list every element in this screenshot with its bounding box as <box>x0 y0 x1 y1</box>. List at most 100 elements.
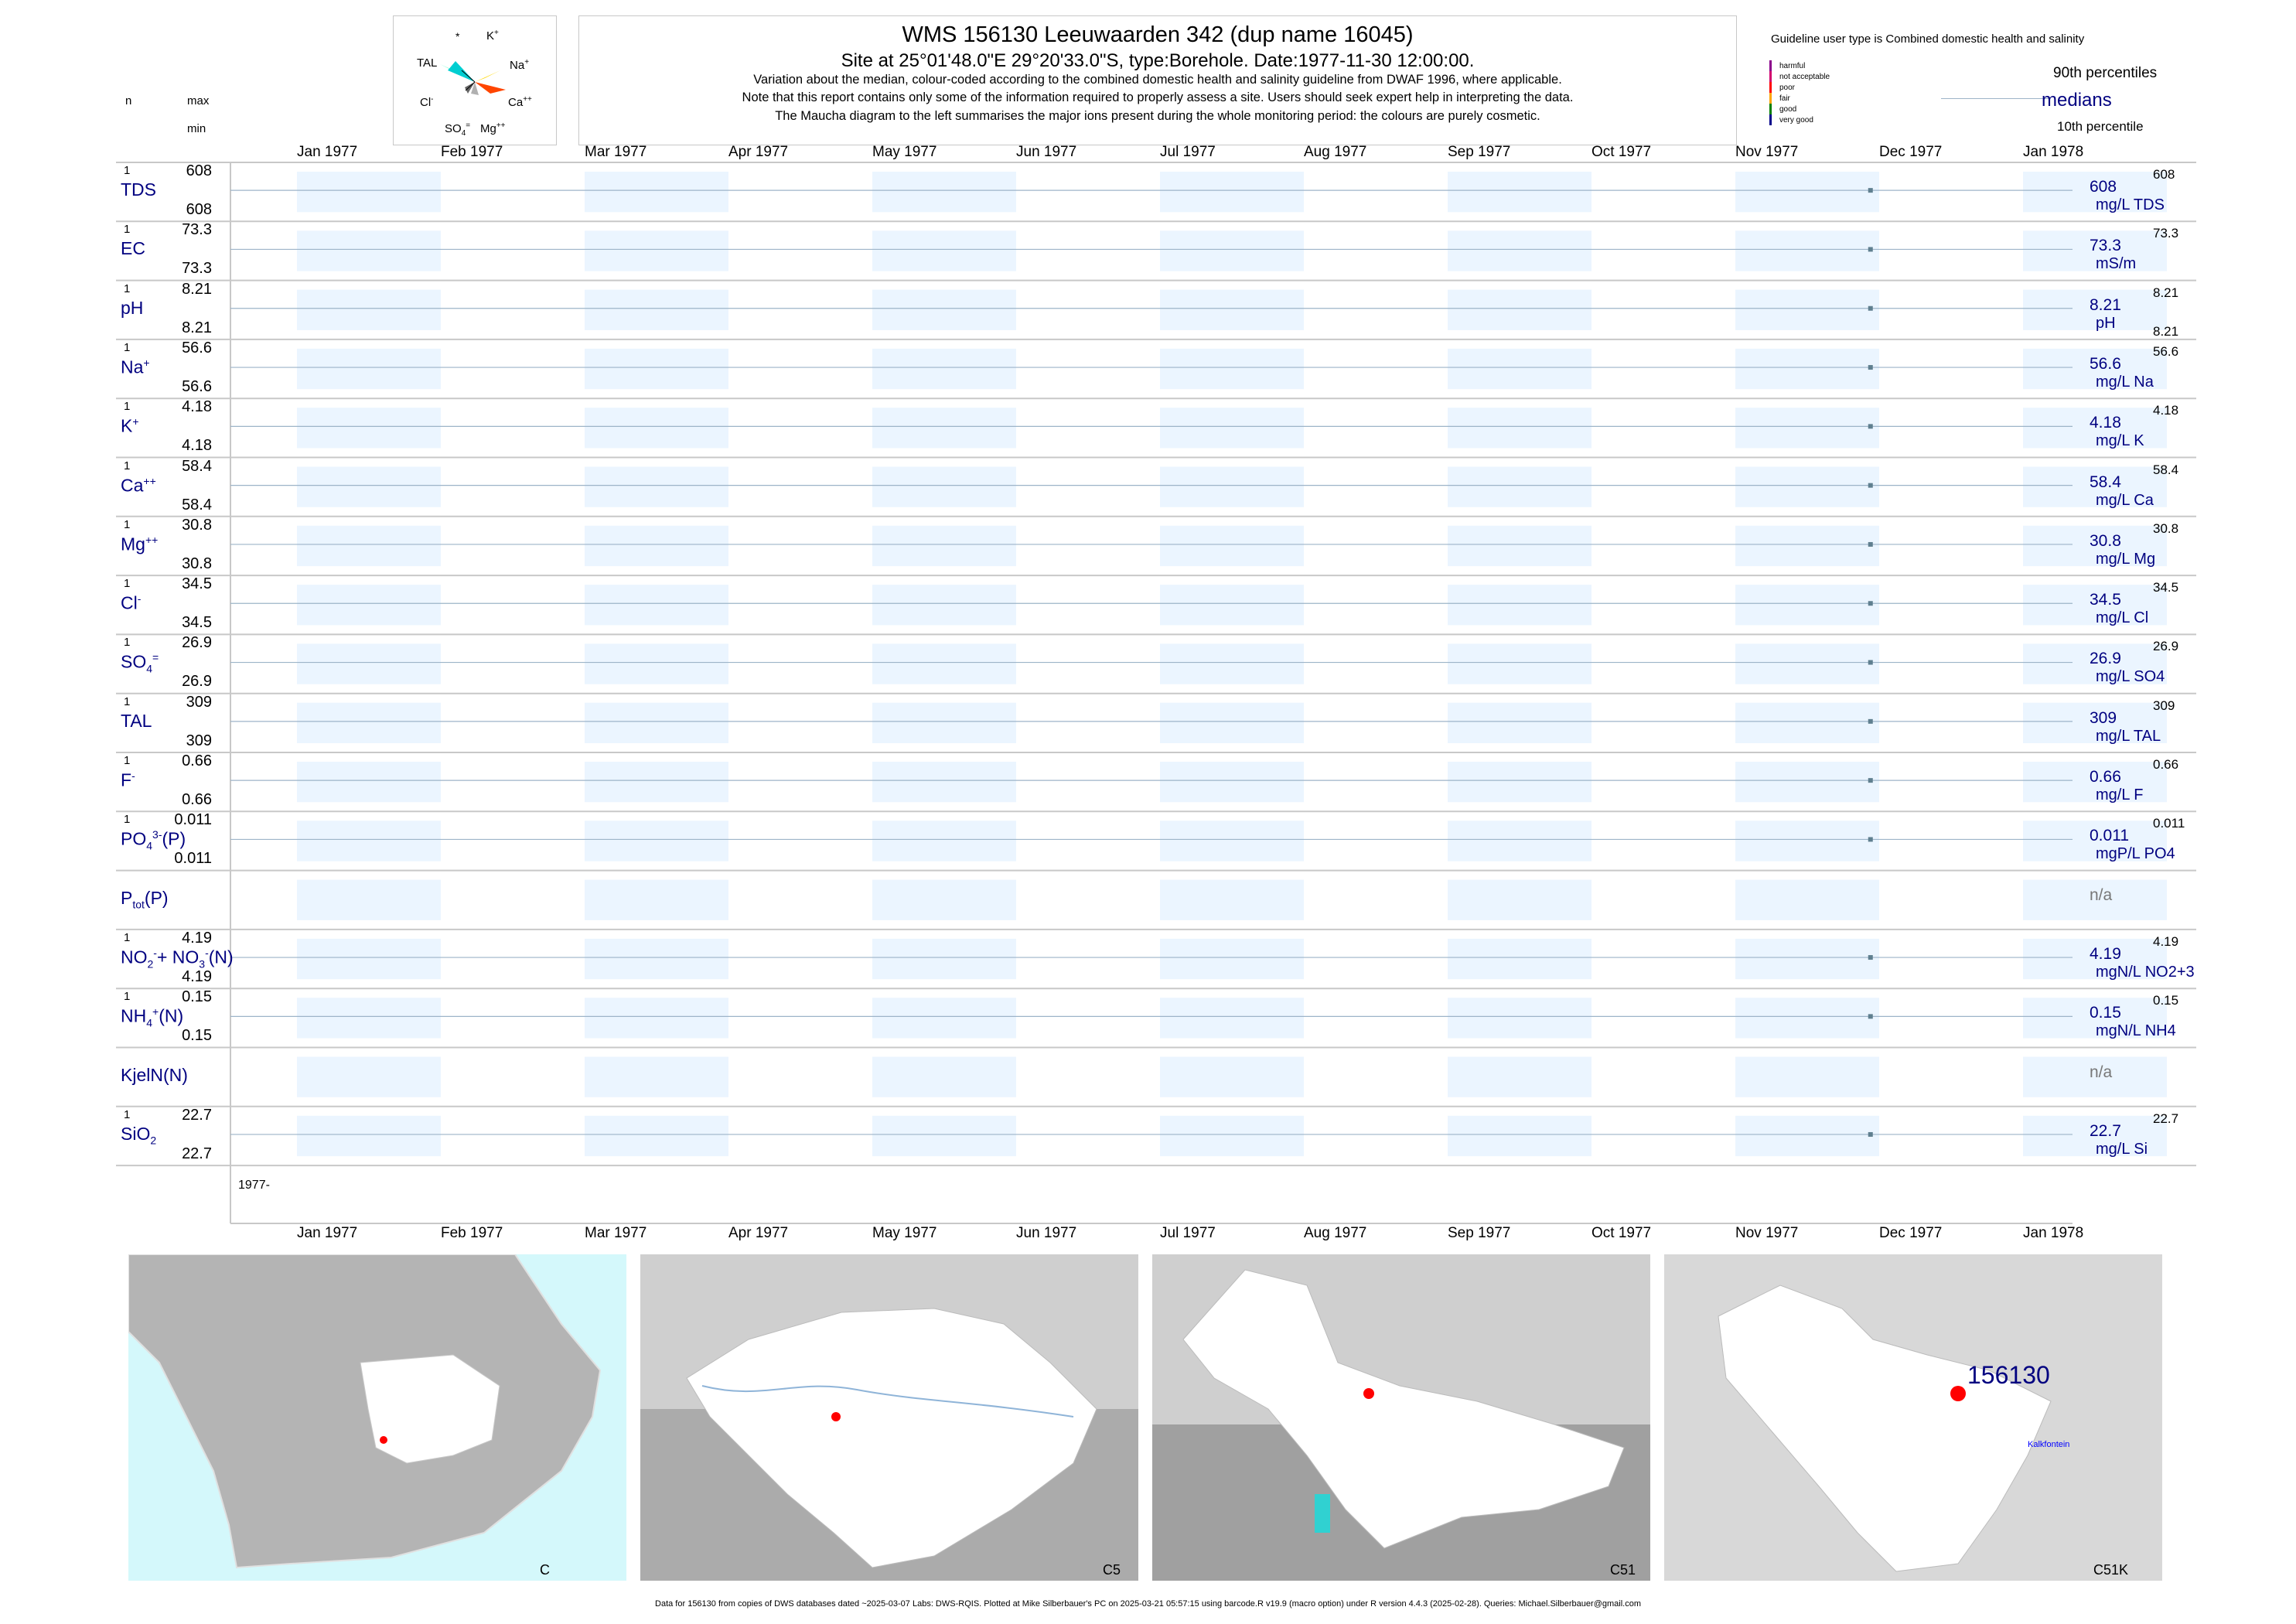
right-max-value: 0.15 <box>2153 993 2179 1008</box>
month-stripe <box>872 702 1016 743</box>
month-stripe <box>1735 289 1879 330</box>
month-stripe <box>585 466 728 507</box>
month-tick-label-top: Oct 1977 <box>1592 144 1652 160</box>
month-stripe <box>297 466 441 507</box>
month-stripe <box>297 998 441 1039</box>
note-line-1: Variation about the median, colour-coded… <box>753 73 1562 87</box>
legend-median-line <box>1941 98 2049 99</box>
year-label: 1977- <box>238 1179 270 1192</box>
month-stripe <box>2023 1056 2167 1097</box>
right-max-value: 0.66 <box>2153 757 2179 772</box>
parameter-label: KjelN(N) <box>121 1064 188 1085</box>
maucha-label-mg: Mg++ <box>480 121 506 135</box>
legend-guideline-text: Guideline user type is Combined domestic… <box>1771 32 2085 46</box>
month-stripe <box>2023 821 2167 861</box>
parameter-label: F- <box>121 769 135 790</box>
month-stripe <box>1160 289 1304 330</box>
month-stripe <box>2023 762 2167 803</box>
month-stripe <box>1160 585 1304 626</box>
month-stripe <box>1735 762 1879 803</box>
map-place-label: Kalkfontein <box>2028 1440 2070 1449</box>
month-stripe <box>1735 998 1879 1039</box>
row-max-value: 4.19 <box>182 929 212 947</box>
data-point <box>1868 660 1873 665</box>
legend-category: poor <box>1769 82 1830 93</box>
sample-count: 1 <box>124 813 131 827</box>
month-stripe <box>1448 702 1592 743</box>
month-stripe <box>585 408 728 449</box>
legend-medians: medians <box>2042 90 2112 111</box>
month-stripe <box>2023 408 2167 449</box>
month-tick-label-bottom: Apr 1977 <box>728 1225 789 1241</box>
unit-label: mg/L F <box>2096 786 2144 803</box>
row-min-value: 4.19 <box>182 967 212 985</box>
month-stripe <box>1448 938 1592 980</box>
data-point <box>1868 1014 1873 1019</box>
row-min-value: 0.011 <box>174 850 212 868</box>
month-stripe <box>872 348 1016 390</box>
month-stripe <box>297 348 441 390</box>
month-stripe <box>585 998 728 1039</box>
parameter-label: PO43-(P) <box>121 828 186 852</box>
month-stripe <box>585 938 728 980</box>
month-stripe <box>1735 702 1879 743</box>
unit-label: mgP/L PO4 <box>2096 845 2175 863</box>
median-value: 34.5 <box>2090 591 2121 609</box>
month-tick-label-bottom: Nov 1977 <box>1735 1225 1799 1241</box>
median-value: 4.18 <box>2090 414 2121 432</box>
month-stripe <box>1160 821 1304 861</box>
month-stripe <box>2023 1115 2167 1157</box>
month-stripe <box>2023 525 2167 567</box>
map-caption-c5: C5 <box>1103 1562 1121 1578</box>
month-stripe <box>1160 879 1304 920</box>
month-stripe <box>1735 879 1879 920</box>
month-stripe <box>2023 172 2167 213</box>
unit-label: mg/L TAL <box>2096 727 2161 745</box>
unit-label: mg/L Na <box>2096 373 2154 391</box>
chart-area <box>116 162 2196 1224</box>
data-point <box>1868 188 1873 193</box>
month-stripe <box>1448 172 1592 213</box>
page-title: WMS 156130 Leeuwaarden 342 (dup name 160… <box>902 22 1414 47</box>
row-min-value: 73.3 <box>182 260 212 278</box>
parameter-label: SO4= <box>121 651 159 675</box>
row-min-value: 309 <box>186 732 212 749</box>
data-point <box>1868 424 1873 429</box>
right-max-value: 0.011 <box>2153 816 2185 831</box>
month-stripe <box>2023 230 2167 271</box>
legend-swatch <box>1769 71 1772 82</box>
right-max-value: 73.3 <box>2153 226 2179 241</box>
map-c5: C5 <box>640 1254 1138 1581</box>
month-stripe <box>1735 230 1879 271</box>
parameter-label: Na+ <box>121 356 150 377</box>
row-min-value: 56.6 <box>182 377 212 395</box>
median-value: 22.7 <box>2090 1121 2121 1140</box>
month-stripe <box>1735 348 1879 390</box>
month-stripe <box>1735 408 1879 449</box>
month-stripe <box>1160 998 1304 1039</box>
row-min-value: 26.9 <box>182 673 212 691</box>
month-stripe <box>297 172 441 213</box>
median-value: n/a <box>2090 885 2113 904</box>
median-value: 58.4 <box>2090 473 2121 491</box>
month-stripe <box>1448 879 1592 920</box>
right-min-value: 8.21 <box>2153 323 2179 339</box>
month-stripe <box>1735 643 1879 684</box>
data-point <box>1868 837 1873 842</box>
month-stripe <box>297 879 441 920</box>
month-stripe <box>872 998 1016 1039</box>
unit-label: mS/m <box>2096 255 2137 273</box>
month-stripe <box>1448 348 1592 390</box>
month-stripe <box>1735 172 1879 213</box>
month-stripe <box>1448 289 1592 330</box>
row-min-value: 30.8 <box>182 554 212 572</box>
data-point <box>1868 305 1873 311</box>
legend-category-label: poor <box>1779 83 1796 92</box>
month-tick-label-top: Aug 1977 <box>1304 144 1367 160</box>
maucha-label-tal: TAL <box>417 56 438 70</box>
month-stripe <box>2023 643 2167 684</box>
right-max-value: 309 <box>2153 698 2175 713</box>
row-min-value: 608 <box>186 201 212 218</box>
month-tick-label-bottom: Jan 1978 <box>2023 1225 2084 1241</box>
data-point <box>1868 247 1873 252</box>
